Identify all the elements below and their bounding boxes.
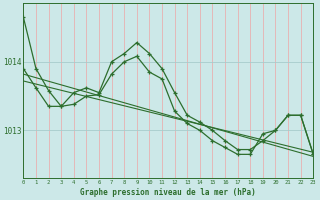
X-axis label: Graphe pression niveau de la mer (hPa): Graphe pression niveau de la mer (hPa): [80, 188, 256, 197]
